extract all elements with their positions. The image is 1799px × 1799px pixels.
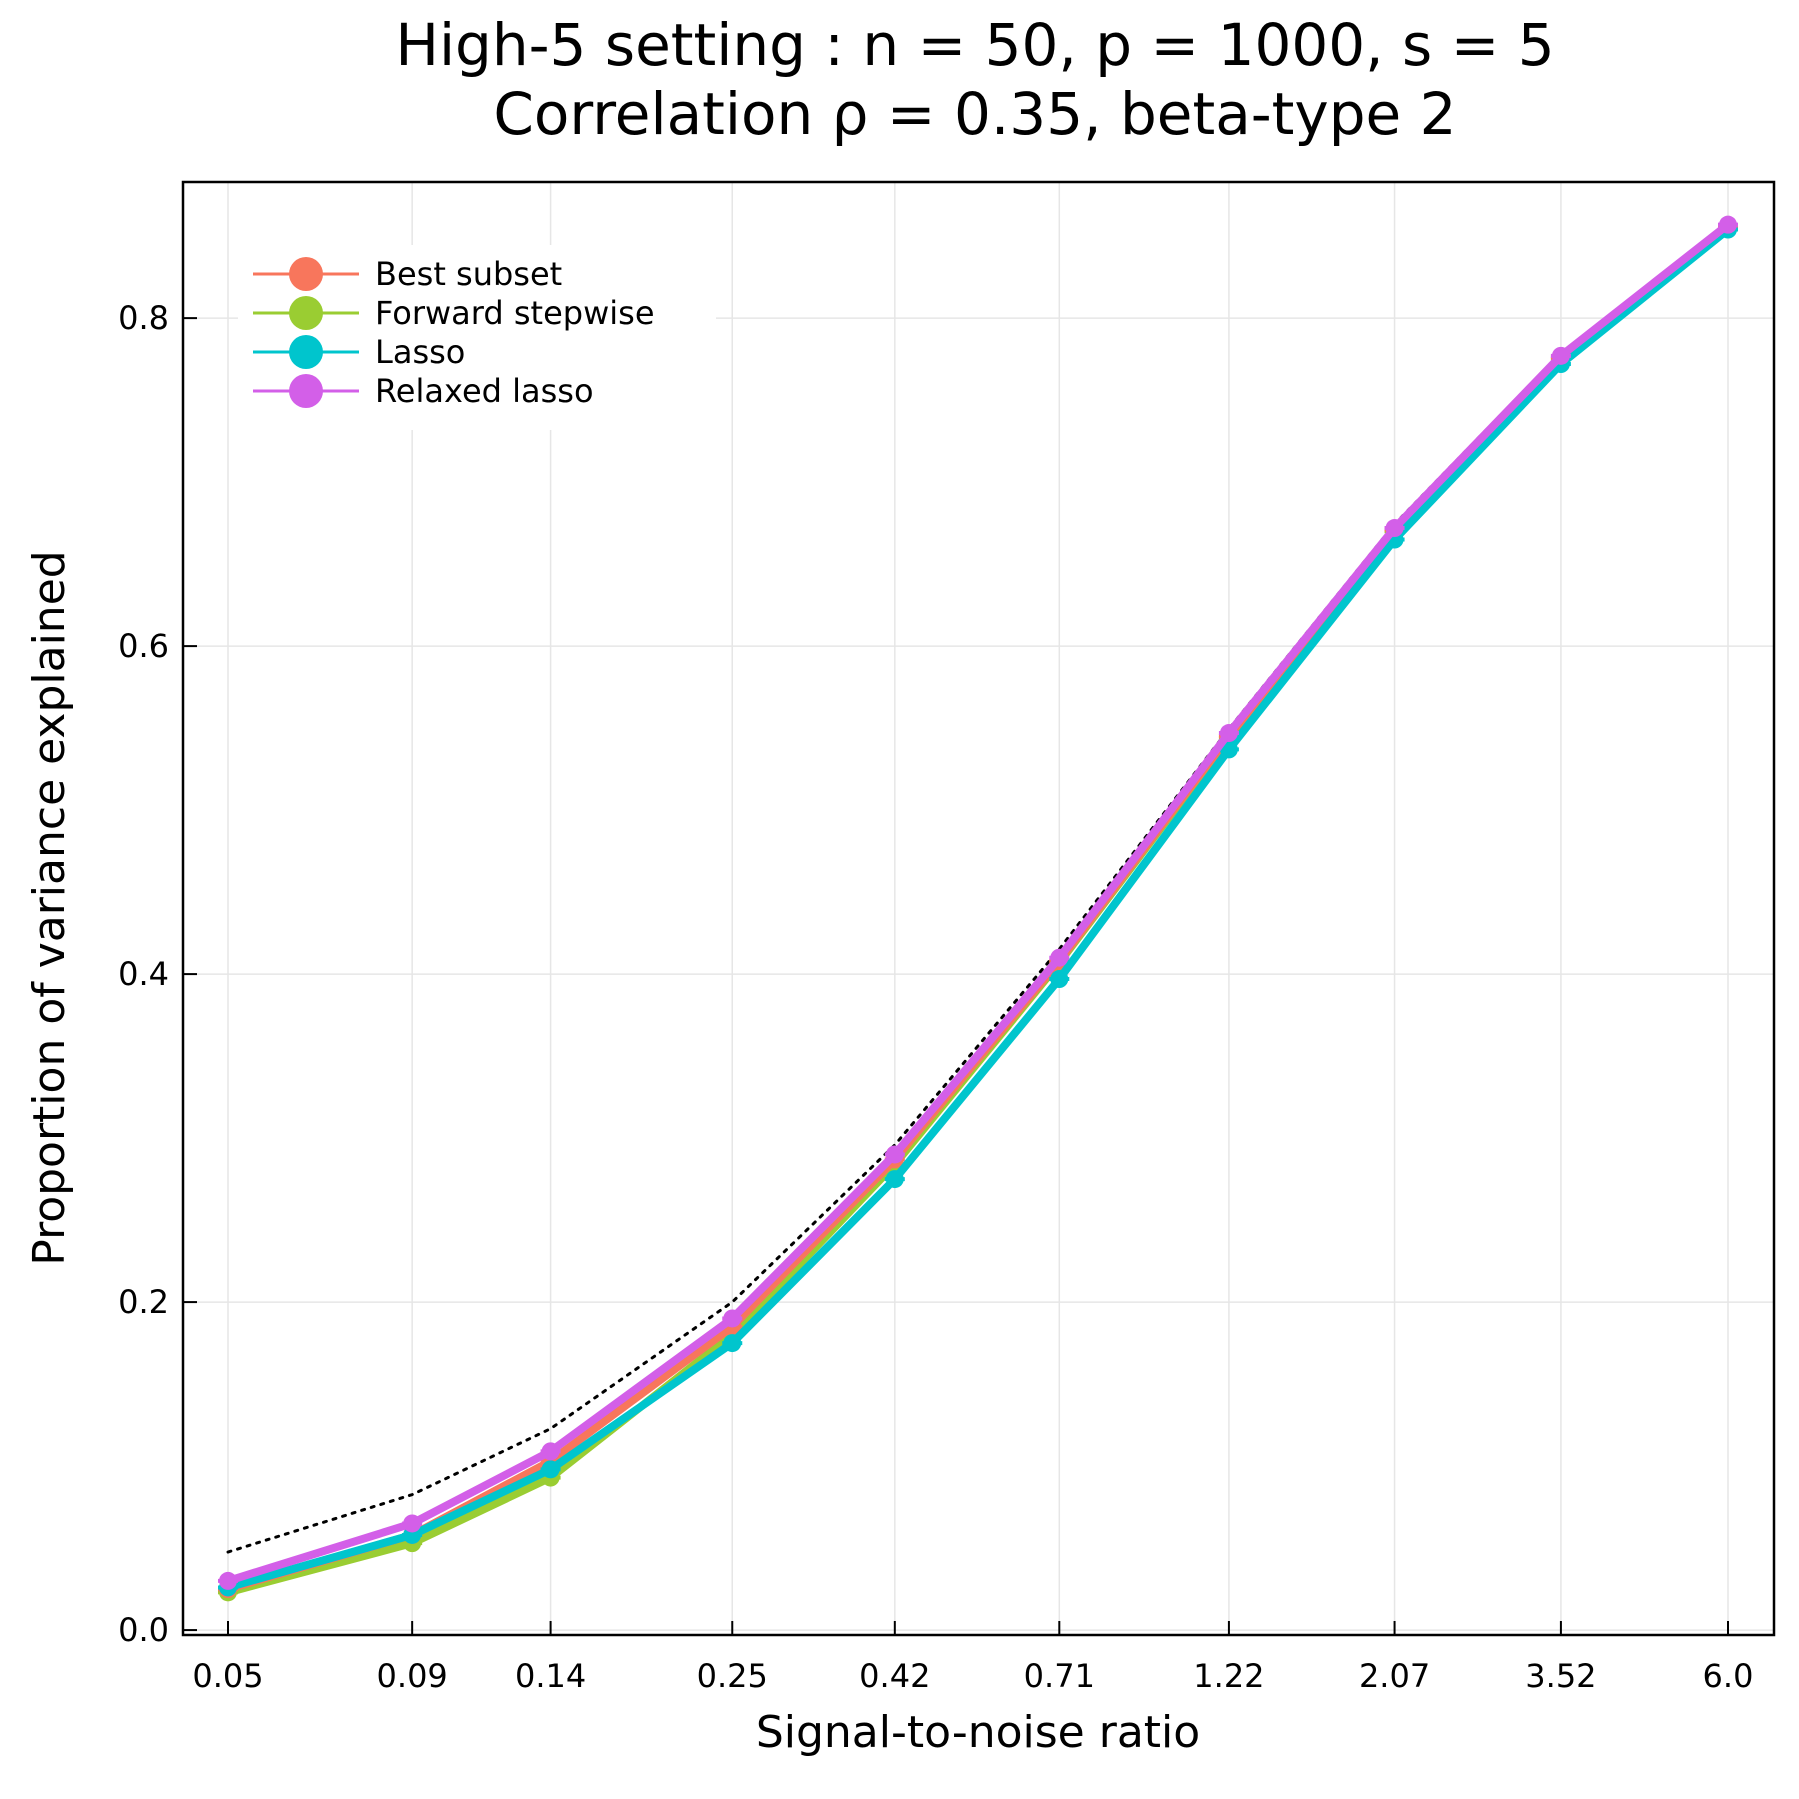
series-relaxed-lasso [218,215,1738,1590]
x-axis-label: Signal-to-noise ratio [756,1707,1200,1758]
x-tick-label: 0.14 [515,1657,586,1695]
y-tick-label: 0.0 [118,1611,169,1649]
data-point-relaxed-lasso [723,1309,742,1328]
series-layer [218,215,1738,1602]
x-axis-ticks: 0.05 0.09 0.14 0.25 0.42 0.71 1.22 2.07 3.52 6.0 [192,1621,1753,1695]
chart-title: High-5 setting : n = 50, p = 1000, s = 5 [395,11,1554,79]
series-line-relaxed-lasso [226,221,1731,1585]
x-tick-label: 0.71 [1024,1657,1095,1695]
data-point-relaxed-lasso [541,1442,560,1461]
x-tick-label: 0.09 [377,1657,448,1695]
x-tick-label: 0.42 [859,1657,930,1695]
legend-label-best-subset: Best subset [375,255,562,293]
legend-label-forward-stepwise: Forward stepwise [375,294,655,332]
data-point-relaxed-lasso [219,1571,237,1590]
x-tick-label: 0.05 [192,1657,263,1695]
data-point-relaxed-lasso [885,1145,904,1164]
y-tick-label: 0.6 [118,627,169,665]
y-tick-label: 0.8 [118,299,169,337]
legend-label-relaxed-lasso: Relaxed lasso [375,372,594,410]
series-line-lasso [226,226,1731,1592]
data-point-relaxed-lasso [1219,724,1238,743]
x-tick-label: 6.0 [1703,1657,1754,1695]
y-axis-label: Proportion of variance explained [24,550,75,1265]
x-tick-label: 3.52 [1525,1657,1596,1695]
y-tick-label: 0.2 [118,1283,169,1321]
data-point-lasso [541,1460,560,1479]
data-point-relaxed-lasso [1385,519,1404,538]
legend-marker-lasso [289,335,323,369]
data-point-relaxed-lasso [403,1514,422,1533]
plot-frame [181,180,1776,1637]
chart-subtitle: Correlation ρ = 0.35, beta-type 2 [493,80,1456,148]
data-point-relaxed-lasso [1050,948,1069,967]
data-point-lasso [1050,970,1069,989]
legend-marker-best-subset [289,257,323,291]
x-tick-label: 0.25 [697,1657,768,1695]
legend-marker-relaxed-lasso [289,374,323,408]
data-point-relaxed-lasso [1719,215,1737,234]
data-point-relaxed-lasso [1551,346,1570,365]
x-tick-label: 2.07 [1359,1657,1430,1695]
data-point-lasso [885,1170,904,1189]
y-axis-ticks: 0.0 0.2 0.4 0.6 0.8 [118,299,197,1649]
data-point-lasso [723,1334,742,1353]
legend-label-lasso: Lasso [375,333,465,371]
x-tick-label: 1.22 [1193,1657,1264,1695]
y-tick-label: 0.4 [118,955,169,993]
legend-marker-forward-stepwise [289,296,323,330]
